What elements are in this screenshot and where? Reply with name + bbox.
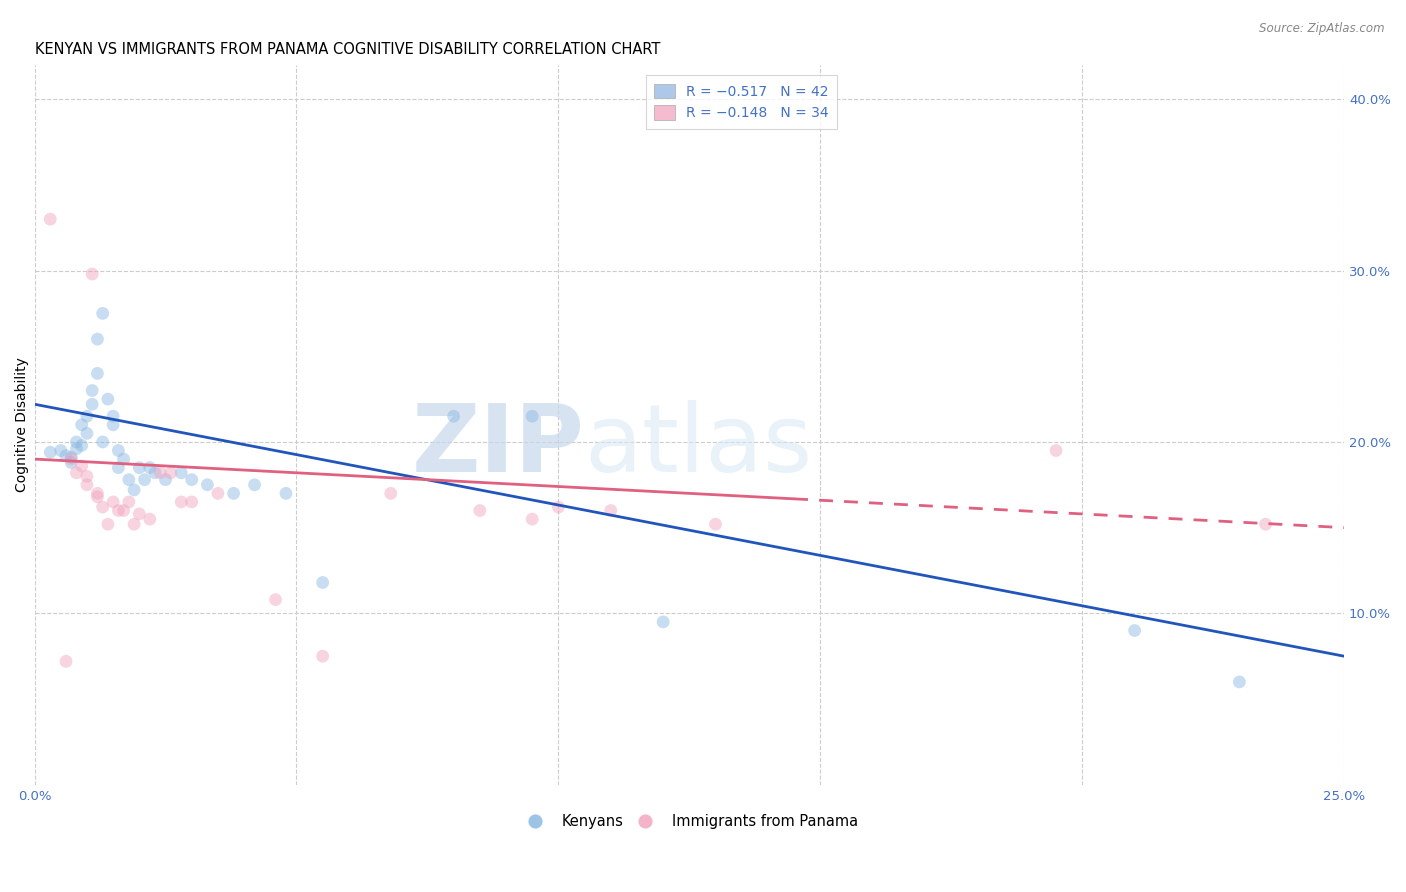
Point bbox=[311, 575, 333, 590]
Point bbox=[49, 443, 72, 458]
Point bbox=[86, 490, 108, 504]
Point bbox=[170, 495, 193, 509]
Point bbox=[274, 486, 297, 500]
Legend: Kenyans, Immigrants from Panama: Kenyans, Immigrants from Panama bbox=[515, 808, 863, 835]
Point bbox=[180, 473, 202, 487]
Point bbox=[180, 495, 202, 509]
Point bbox=[101, 495, 124, 509]
Point bbox=[112, 452, 135, 467]
Point bbox=[197, 477, 219, 491]
Point bbox=[112, 503, 135, 517]
Point bbox=[91, 306, 114, 320]
Point bbox=[443, 409, 465, 424]
Point bbox=[122, 517, 145, 532]
Point bbox=[70, 458, 93, 473]
Point bbox=[122, 483, 145, 497]
Point bbox=[60, 450, 83, 465]
Point bbox=[139, 460, 162, 475]
Point bbox=[39, 445, 62, 459]
Point bbox=[170, 466, 193, 480]
Point bbox=[264, 592, 287, 607]
Point bbox=[222, 486, 245, 500]
Point bbox=[149, 466, 172, 480]
Point bbox=[207, 486, 229, 500]
Text: Source: ZipAtlas.com: Source: ZipAtlas.com bbox=[1260, 22, 1385, 36]
Point bbox=[76, 477, 98, 491]
Text: KENYAN VS IMMIGRANTS FROM PANAMA COGNITIVE DISABILITY CORRELATION CHART: KENYAN VS IMMIGRANTS FROM PANAMA COGNITI… bbox=[35, 42, 659, 57]
Point bbox=[86, 332, 108, 346]
Point bbox=[70, 417, 93, 432]
Point bbox=[101, 409, 124, 424]
Point bbox=[97, 517, 120, 532]
Point bbox=[91, 434, 114, 449]
Point bbox=[311, 649, 333, 664]
Point bbox=[60, 456, 83, 470]
Point bbox=[76, 426, 98, 441]
Point bbox=[107, 443, 129, 458]
Point bbox=[599, 503, 621, 517]
Point bbox=[522, 409, 544, 424]
Text: atlas: atlas bbox=[585, 401, 813, 492]
Point bbox=[39, 212, 62, 227]
Point bbox=[118, 473, 141, 487]
Point bbox=[380, 486, 402, 500]
Point bbox=[60, 452, 83, 467]
Point bbox=[118, 495, 141, 509]
Y-axis label: Cognitive Disability: Cognitive Disability bbox=[15, 358, 30, 492]
Point bbox=[547, 500, 569, 514]
Point bbox=[1123, 624, 1146, 638]
Point bbox=[243, 477, 266, 491]
Point bbox=[76, 469, 98, 483]
Point bbox=[97, 392, 120, 406]
Point bbox=[139, 512, 162, 526]
Point bbox=[128, 460, 150, 475]
Point bbox=[101, 417, 124, 432]
Point bbox=[704, 517, 727, 532]
Point bbox=[91, 500, 114, 514]
Point bbox=[70, 438, 93, 452]
Point bbox=[652, 615, 675, 629]
Point bbox=[65, 434, 87, 449]
Point bbox=[86, 486, 108, 500]
Point bbox=[468, 503, 491, 517]
Text: ZIP: ZIP bbox=[412, 401, 585, 492]
Point bbox=[76, 409, 98, 424]
Point bbox=[82, 267, 104, 281]
Point bbox=[82, 384, 104, 398]
Point bbox=[1227, 674, 1250, 689]
Point bbox=[55, 654, 77, 668]
Point bbox=[55, 449, 77, 463]
Point bbox=[1045, 443, 1067, 458]
Point bbox=[86, 367, 108, 381]
Point bbox=[82, 397, 104, 411]
Point bbox=[65, 466, 87, 480]
Point bbox=[134, 473, 156, 487]
Point bbox=[107, 503, 129, 517]
Point bbox=[128, 507, 150, 521]
Point bbox=[159, 466, 181, 480]
Point bbox=[107, 460, 129, 475]
Point bbox=[65, 442, 87, 456]
Point bbox=[143, 466, 166, 480]
Point bbox=[1254, 517, 1277, 532]
Point bbox=[155, 473, 177, 487]
Point bbox=[522, 512, 544, 526]
